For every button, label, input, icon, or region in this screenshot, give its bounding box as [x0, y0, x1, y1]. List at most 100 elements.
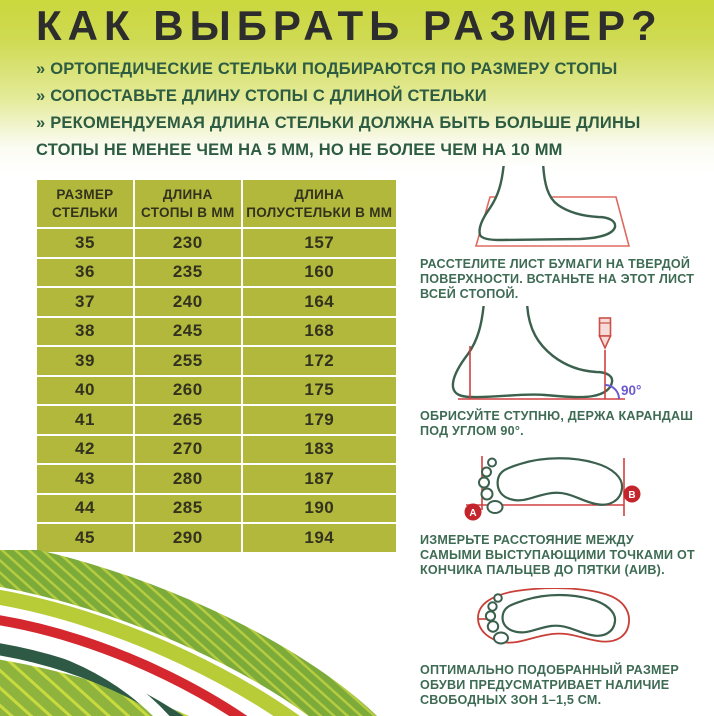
- table-cell: 45: [36, 522, 135, 553]
- column-header: ДЛИНА СТОПЫ В ММ: [132, 178, 243, 230]
- insole-outline: [477, 588, 630, 644]
- table-cell: 187: [240, 463, 398, 495]
- table-row: 44 285 190: [36, 492, 398, 525]
- bullet-text-emphasis: БОЛЬШЕ ДЛИНЫ СТОПЫ НЕ МЕНЕЕ ЧЕМ НА 5 ММ,…: [36, 114, 641, 159]
- step-4: ОПТИМАЛЬНО ПОДОБРАННЫЙ РАЗМЕР ОБУВИ ПРЕД…: [420, 588, 712, 708]
- bullet-text: СОПОСТАВЬТЕ ДЛИНУ СТОПЫ С ДЛИНОЙ СТЕЛЬКИ: [50, 87, 487, 105]
- table-cell: 270: [132, 433, 243, 466]
- pencil-body: [598, 317, 612, 337]
- step-3: А В ИЗМЕРЬТЕ РАССТОЯНИЕ МЕЖДУ САМЫМИ ВЫС…: [420, 450, 712, 578]
- big-toe: [493, 631, 509, 645]
- table-cell: 175: [240, 374, 398, 407]
- bullet-marker: »: [36, 60, 46, 78]
- toe: [487, 457, 497, 468]
- step-text: ОБРИСУЙТЕ СТУПНЮ, ДЕРЖА КАРАНДАШ ПОД УГЛ…: [420, 409, 694, 439]
- table-cell: 230: [132, 227, 243, 259]
- table-row: 43 280 187: [36, 463, 398, 495]
- table-cell: 285: [132, 492, 243, 525]
- table-cell: 43: [36, 463, 135, 495]
- footprint-insole-illustration: [477, 588, 630, 645]
- table-cell: 38: [36, 315, 135, 348]
- table-cell: 290: [132, 522, 243, 553]
- step-text: ИЗМЕРЬТЕ РАССТОЯНИЕ МЕЖДУ САМЫМИ ВЫСТУПА…: [420, 533, 695, 578]
- table-cell: 265: [132, 404, 243, 436]
- table-cell: 160: [240, 256, 398, 289]
- table-cell: 157: [240, 227, 398, 259]
- toe: [493, 593, 503, 603]
- table-cell: 36: [36, 256, 135, 289]
- red-band: [0, 615, 248, 716]
- table-row: 40 260 175: [36, 374, 398, 407]
- step-text: ОПТИМАЛЬНО ПОДОБРАННЫЙ РАЗМЕР ОБУВИ ПРЕД…: [420, 663, 679, 708]
- bullet-item: » РЕКОМЕНДУЕМАЯ ДЛИНА СТЕЛЬКИ ДОЛЖНА БЫТ…: [36, 110, 672, 164]
- step-1: РАССТЕЛИТЕ ЛИСТ БУМАГИ НА ТВЕРДОЙ ПОВЕРХ…: [420, 166, 712, 302]
- bullet-marker: »: [36, 114, 46, 132]
- footprint-outline: [496, 457, 624, 506]
- header-gradient: [0, 0, 714, 172]
- table-cell: 172: [240, 345, 398, 377]
- table-row: 39 255 172: [36, 345, 398, 377]
- toe: [487, 601, 498, 612]
- bullet-list: » ОРТОПЕДИЧЕСКИЕ СТЕЛЬКИ ПОДБИРАЮТСЯ ПО …: [36, 56, 672, 164]
- bullet-item: » СОПОСТАВЬТЕ ДЛИНУ СТОПЫ С ДЛИНОЙ СТЕЛЬ…: [36, 83, 672, 110]
- step-text: РАССТЕЛИТЕ ЛИСТ БУМАГИ НА ТВЕРДОЙ ПОВЕРХ…: [420, 257, 695, 302]
- big-toe: [486, 500, 504, 514]
- table-header-row: РАЗМЕР СТЕЛЬКИ ДЛИНА СТОПЫ В ММ ДЛИНА ПО…: [36, 178, 398, 230]
- table-cell: 39: [36, 345, 135, 377]
- table-cell: 42: [36, 433, 135, 466]
- page-title: КАК ВЫБРАТЬ РАЗМЕР?: [36, 2, 663, 49]
- decorative-swoosh: [0, 550, 377, 716]
- toe: [480, 487, 494, 501]
- table-row: 36 235 160: [36, 256, 398, 289]
- toe: [478, 476, 490, 489]
- bullet-text: ОРТОПЕДИЧЕСКИЕ СТЕЛЬКИ ПОДБИРАЮТСЯ ПО РА…: [50, 60, 618, 78]
- table-cell: 194: [240, 522, 398, 553]
- footprint-measure-illustration: А В: [464, 456, 641, 521]
- table-cell: 260: [132, 374, 243, 407]
- footprint-outline: [501, 593, 617, 637]
- size-table-header: РАЗМЕР СТЕЛЬКИ ДЛИНА СТОПЫ В ММ ДЛИНА ПО…: [36, 178, 398, 230]
- table-cell: 235: [132, 256, 243, 289]
- white-band: [0, 628, 170, 716]
- angle-label: 90°: [621, 383, 641, 398]
- toe: [486, 620, 500, 633]
- table-cell: 190: [240, 492, 398, 525]
- table-row: 42 270 183: [36, 433, 398, 466]
- foot-side-outline: [451, 306, 614, 399]
- table-cell: 179: [240, 404, 398, 436]
- size-table: РАЗМЕР СТЕЛЬКИ ДЛИНА СТОПЫ В ММ ДЛИНА ПО…: [36, 178, 398, 553]
- toe: [484, 610, 497, 622]
- table-cell: 183: [240, 433, 398, 466]
- table-cell: 35: [36, 227, 135, 259]
- step-2: 90° ОБРИСУЙТЕ СТУПНЮ, ДЕРЖА КАРАНДАШ ПОД…: [420, 306, 712, 439]
- column-header: ДЛИНА ПОЛУСТЕЛЬКИ В ММ: [240, 178, 398, 230]
- yellow-green-band: [0, 589, 300, 716]
- point-a-label: А: [469, 508, 476, 519]
- table-row: 45 290 194: [36, 522, 398, 553]
- table-cell: 41: [36, 404, 135, 436]
- foot-on-paper-illustration: [474, 166, 631, 247]
- size-table-body: 35 230 157 36 235 160 37 240 164 38 245 168 39 255 172…: [36, 227, 398, 553]
- table-row: 35 230 157: [36, 227, 398, 259]
- table-cell: 40: [36, 374, 135, 407]
- hatched-band: [0, 550, 377, 716]
- table-cell: 164: [240, 286, 398, 318]
- pencil-tip: [598, 335, 612, 350]
- foot-side-outline: [478, 166, 617, 242]
- angle-arc: [604, 384, 620, 400]
- column-header: РАЗМЕР СТЕЛЬКИ: [36, 178, 135, 230]
- table-row: 38 245 168: [36, 315, 398, 348]
- table-cell: 37: [36, 286, 135, 318]
- table-cell: 168: [240, 315, 398, 348]
- point-a-marker: [464, 503, 482, 521]
- toe: [481, 466, 492, 478]
- point-b-label: В: [628, 490, 635, 501]
- bullet-item: » ОРТОПЕДИЧЕСКИЕ СТЕЛЬКИ ПОДБИРАЮТСЯ ПО …: [36, 56, 672, 83]
- foot-tracing-pencil-illustration: 90°: [451, 306, 641, 400]
- table-cell: 240: [132, 286, 243, 318]
- table-row: 41 265 179: [36, 404, 398, 436]
- bullet-text: РЕКОМЕНДУЕМАЯ ДЛИНА СТЕЛЬКИ ДОЛЖНА БЫТЬ: [50, 114, 495, 132]
- table-cell: 280: [132, 463, 243, 495]
- table-cell: 44: [36, 492, 135, 525]
